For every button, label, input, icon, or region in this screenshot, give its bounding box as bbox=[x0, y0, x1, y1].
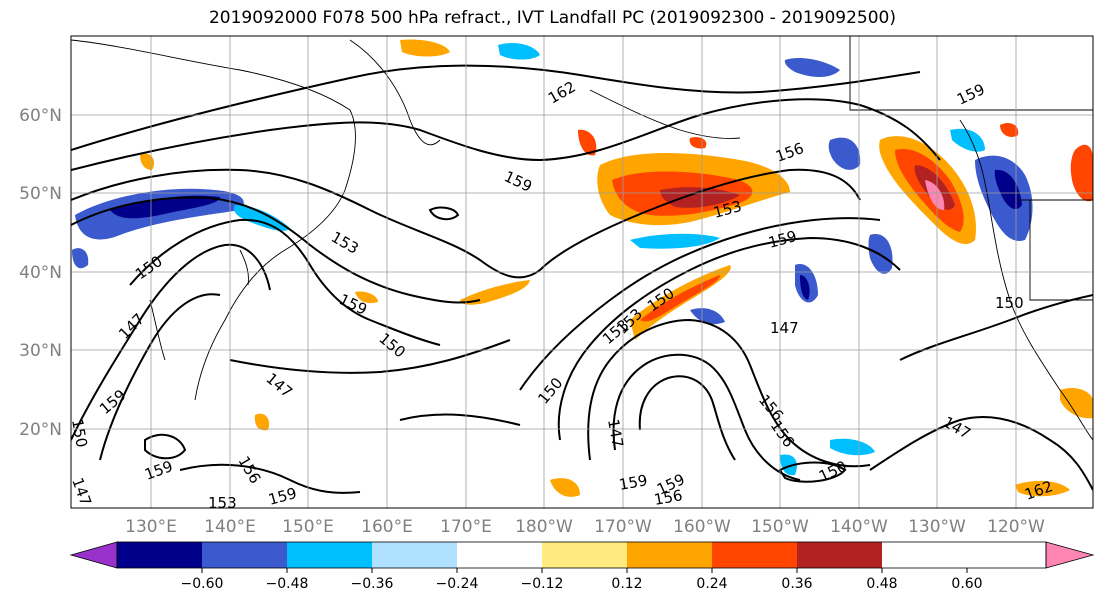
colorbar-segment bbox=[457, 542, 542, 568]
lat-label: 20°N bbox=[19, 420, 62, 440]
colorbar-extend-low bbox=[69, 541, 118, 569]
colorbar-segment bbox=[117, 542, 202, 568]
colorbar-tick-label: −0.36 bbox=[351, 576, 394, 592]
lat-label: 30°N bbox=[19, 341, 62, 361]
lon-label: 180°W bbox=[515, 517, 573, 537]
lon-label: 170°W bbox=[594, 517, 652, 537]
colorbar-tick-label: −0.24 bbox=[436, 576, 479, 592]
contour-label: 150 bbox=[995, 294, 1024, 312]
lat-label: 40°N bbox=[19, 263, 62, 283]
colorbar-segment bbox=[712, 542, 797, 568]
colorbar-segment bbox=[202, 542, 287, 568]
contour-label: 147 bbox=[770, 319, 799, 337]
contour-label: 159 bbox=[618, 471, 649, 494]
contour-label: 153 bbox=[208, 494, 237, 512]
latitude-labels: 60°N 50°N 40°N 30°N 20°N bbox=[19, 106, 62, 440]
colorbar-tick-label: −0.12 bbox=[521, 576, 564, 592]
lon-label: 150°W bbox=[751, 517, 809, 537]
plot-frame bbox=[70, 35, 1094, 509]
contour-label: 156 bbox=[653, 486, 684, 509]
shaded-anomaly-fields bbox=[72, 39, 1093, 497]
colorbar-segment bbox=[542, 542, 627, 568]
colorbar-segment bbox=[287, 542, 372, 568]
map-title: 2019092000 F078 500 hPa refract., IVT La… bbox=[208, 8, 896, 28]
colorbar-segment bbox=[372, 542, 457, 568]
contour-label: 147 bbox=[604, 418, 627, 449]
longitude-labels: 130°E 140°E 150°E 160°E 170°E 180°W 170°… bbox=[125, 517, 1045, 537]
colorbar-tick-label: −0.60 bbox=[181, 576, 224, 592]
colorbar-extend-high bbox=[1045, 541, 1095, 569]
colorbar-segment bbox=[627, 542, 712, 568]
colorbar-tick-label: 0.60 bbox=[951, 576, 982, 592]
contour-label: 159 bbox=[266, 484, 298, 509]
colorbar-tick-label: −0.48 bbox=[266, 576, 309, 592]
lon-label: 150°E bbox=[282, 517, 334, 537]
lon-label: 170°E bbox=[440, 517, 492, 537]
lat-label: 50°N bbox=[19, 184, 62, 204]
lon-label: 140°E bbox=[204, 517, 256, 537]
colorbar-tick-label: 0.12 bbox=[611, 576, 642, 592]
colorbar-tick-label: 0.24 bbox=[696, 576, 727, 592]
contour-label: 147 bbox=[68, 475, 95, 508]
colorbar-segment bbox=[797, 542, 882, 568]
lon-label: 160°W bbox=[673, 517, 731, 537]
lat-label: 60°N bbox=[19, 106, 62, 126]
gridlines bbox=[71, 36, 1093, 508]
colorbar-tick-label: 0.48 bbox=[866, 576, 897, 592]
lon-label: 130°E bbox=[125, 517, 177, 537]
lon-label: 160°E bbox=[361, 517, 413, 537]
lon-label: 120°W bbox=[987, 517, 1045, 537]
coastlines bbox=[71, 36, 1093, 441]
colorbar: −0.60 −0.48 −0.36 −0.24 −0.12 0.12 0.24 … bbox=[69, 541, 1095, 592]
contour-label: 150 bbox=[68, 418, 91, 449]
lon-label: 130°W bbox=[908, 517, 966, 537]
colorbar-tick-label: 0.36 bbox=[781, 576, 812, 592]
lon-label: 140°W bbox=[830, 517, 888, 537]
